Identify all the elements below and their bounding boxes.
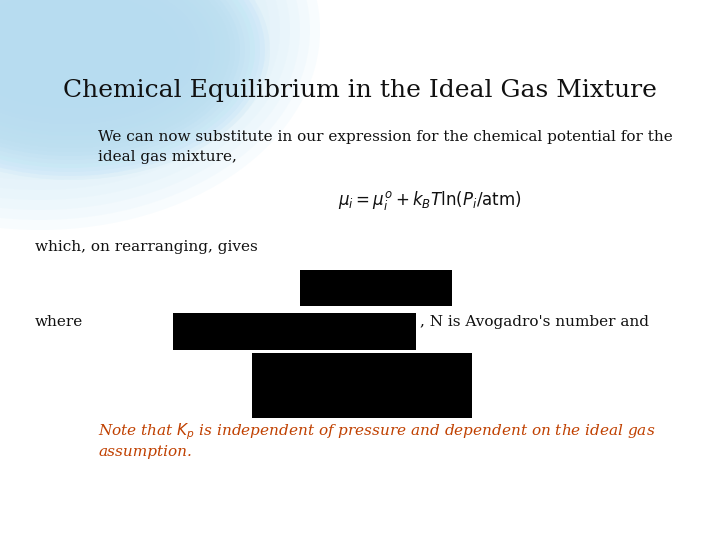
Bar bbox=[252, 353, 472, 418]
Ellipse shape bbox=[0, 0, 195, 120]
Ellipse shape bbox=[0, 0, 225, 144]
Bar bbox=[300, 270, 452, 306]
Bar bbox=[173, 313, 416, 350]
Ellipse shape bbox=[0, 0, 235, 152]
Text: Note that $K_p$ is independent of pressure and dependent on the ideal gas: Note that $K_p$ is independent of pressu… bbox=[98, 422, 655, 442]
Ellipse shape bbox=[0, 0, 260, 172]
Ellipse shape bbox=[0, 0, 215, 136]
Ellipse shape bbox=[0, 0, 255, 168]
Ellipse shape bbox=[0, 0, 190, 116]
Text: which, on rearranging, gives: which, on rearranging, gives bbox=[35, 240, 258, 254]
Text: Chemical Equilibrium in the Ideal Gas Mixture: Chemical Equilibrium in the Ideal Gas Mi… bbox=[63, 78, 657, 102]
Ellipse shape bbox=[0, 0, 230, 148]
Ellipse shape bbox=[0, 0, 310, 220]
Text: We can now substitute in our expression for the chemical potential for the
ideal: We can now substitute in our expression … bbox=[98, 130, 672, 164]
Text: where: where bbox=[35, 315, 84, 329]
Ellipse shape bbox=[0, 0, 210, 132]
Ellipse shape bbox=[0, 0, 320, 230]
Ellipse shape bbox=[0, 0, 270, 180]
Ellipse shape bbox=[0, 0, 260, 170]
Ellipse shape bbox=[0, 0, 270, 180]
Ellipse shape bbox=[0, 0, 200, 124]
Text: , N is Avogadro's number and: , N is Avogadro's number and bbox=[420, 315, 649, 329]
Text: assumption.: assumption. bbox=[98, 445, 192, 459]
Ellipse shape bbox=[0, 0, 300, 210]
Ellipse shape bbox=[0, 0, 220, 140]
Ellipse shape bbox=[0, 0, 250, 164]
Ellipse shape bbox=[0, 0, 240, 156]
Ellipse shape bbox=[0, 0, 245, 160]
Ellipse shape bbox=[0, 0, 265, 176]
Ellipse shape bbox=[0, 0, 280, 190]
Ellipse shape bbox=[0, 0, 205, 128]
Ellipse shape bbox=[0, 0, 290, 200]
Text: $\mu_i = \mu_i^o + k_B T\ln(P_i/\mathrm{atm})$: $\mu_i = \mu_i^o + k_B T\ln(P_i/\mathrm{… bbox=[338, 188, 522, 212]
